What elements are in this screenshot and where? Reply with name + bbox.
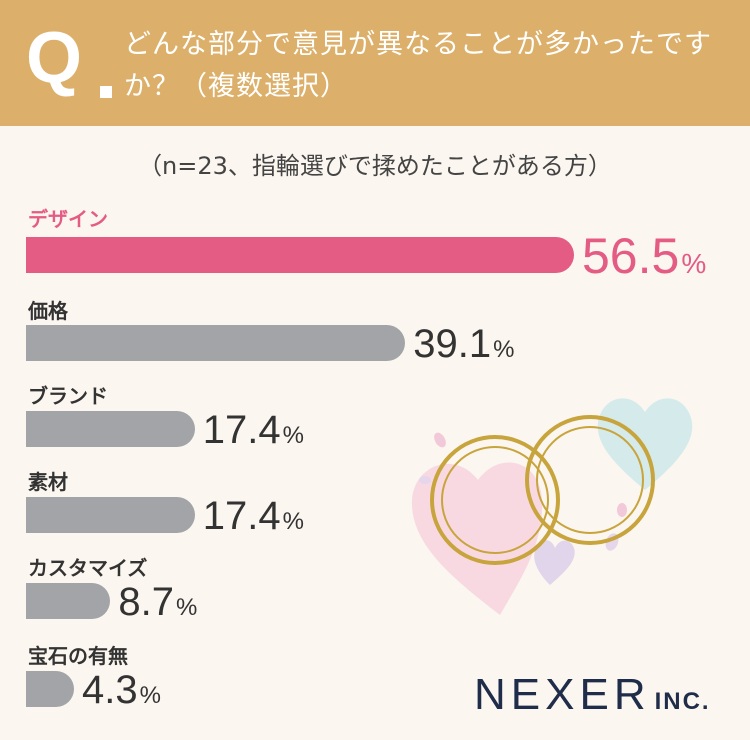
percent-unit: % [493,336,514,363]
category-label: ブランド [28,380,108,409]
percent-unit: % [176,594,197,621]
category-label: 価格 [28,295,68,324]
value-number: 4.3 [82,668,138,712]
value-label: 56.5% [582,231,706,281]
bar [26,671,74,707]
percent-unit: % [283,422,304,449]
value-label: 17.4% [203,410,304,450]
bar [26,583,110,619]
value-number: 56.5 [582,228,679,284]
value-number: 39.1 [413,322,491,366]
bar [26,237,574,273]
logo-sub-text: INC. [655,688,711,715]
percent-unit: % [140,682,161,709]
value-number: 8.7 [118,580,174,624]
bar [26,411,195,447]
category-label: 宝石の有無 [28,640,128,669]
category-label: カスタマイズ [28,552,147,581]
category-label: 素材 [28,466,68,495]
bar [26,325,405,361]
category-label: デザイン [28,203,108,232]
value-label: 4.3% [82,670,161,710]
value-number: 17.4 [203,494,281,538]
percent-unit: % [681,248,706,279]
logo-main-text: NEXER [474,670,651,719]
value-label: 8.7% [118,582,197,622]
value-label: 39.1% [413,324,514,364]
value-label: 17.4% [203,496,304,536]
company-logo: NEXER INC. [474,670,711,720]
percent-unit: % [283,508,304,535]
value-number: 17.4 [203,408,281,452]
bar [26,497,195,533]
